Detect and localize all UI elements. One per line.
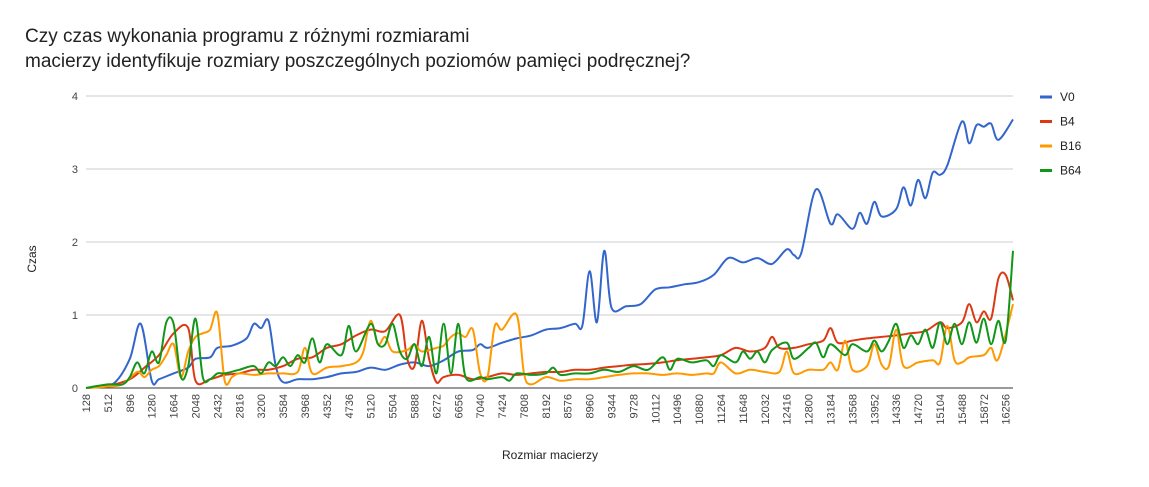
- x-tick-label: 3200: [256, 394, 268, 418]
- x-tick-label: 6656: [453, 394, 465, 418]
- series-line-b4: [85, 271, 1014, 389]
- series-line-v0: [85, 118, 1014, 389]
- x-tick-label: 12800: [804, 394, 816, 425]
- x-tick-label: 7424: [497, 394, 509, 418]
- x-tick-label: 13184: [826, 394, 838, 425]
- x-tick-label: 12416: [782, 394, 794, 425]
- x-tick-label: 15104: [935, 394, 947, 425]
- series-line-b64: [85, 250, 1014, 389]
- x-tick-label: 9344: [607, 394, 619, 418]
- x-tick-label: 896: [125, 394, 137, 412]
- x-tick-label: 4352: [322, 394, 334, 418]
- x-tick-label: 10112: [650, 394, 662, 424]
- x-tick-label: 1664: [169, 394, 181, 418]
- legend-label-b16: B16: [1060, 139, 1082, 153]
- x-tick-label: 1280: [147, 394, 159, 418]
- y-tick-label: 2: [72, 237, 78, 249]
- x-tick-label: 15488: [957, 394, 969, 425]
- gridlines: [86, 95, 1013, 389]
- x-tick-label: 14336: [891, 394, 903, 425]
- x-tick-label: 5888: [409, 394, 421, 418]
- x-axis-title: Rozmiar macierzy: [502, 448, 598, 462]
- x-tick-label: 2048: [190, 394, 202, 418]
- legend: V0 B4 B16 B64: [1040, 90, 1082, 178]
- x-tick-label: 7808: [519, 394, 531, 418]
- y-tick-label: 0: [72, 383, 78, 395]
- x-tick-label: 2432: [212, 394, 224, 418]
- series-lines: [85, 118, 1014, 389]
- x-tick-label: 2816: [234, 394, 246, 418]
- x-tick-label: 11648: [738, 394, 750, 424]
- x-tick-label: 10496: [672, 394, 684, 425]
- x-tick-label: 10880: [694, 394, 706, 425]
- legend-label-b64: B64: [1060, 164, 1082, 178]
- legend-label-v0: V0: [1060, 90, 1075, 104]
- x-tick-label: 14720: [913, 394, 925, 425]
- x-tick-label: 3968: [300, 394, 312, 418]
- x-tick-label: 4736: [344, 394, 356, 418]
- x-tick-label: 11264: [716, 394, 728, 424]
- x-tick-label: 16256: [1001, 394, 1013, 425]
- y-axis-ticks: 0 1 2 3 4: [72, 91, 78, 395]
- y-axis-title: Czas: [25, 245, 39, 272]
- x-tick-label: 13568: [847, 394, 859, 425]
- x-tick-label: 6272: [431, 394, 443, 418]
- x-tick-label: 12032: [760, 394, 772, 425]
- chart-title: Czy czas wykonania programu z różnymi ro…: [25, 26, 691, 72]
- x-tick-label: 128: [81, 394, 93, 412]
- x-tick-label: 9728: [628, 394, 640, 418]
- y-tick-label: 1: [72, 310, 78, 322]
- x-tick-label: 8192: [541, 394, 553, 418]
- x-tick-label: 8576: [563, 394, 575, 418]
- x-tick-label: 5120: [366, 394, 378, 418]
- x-tick-label: 5504: [388, 394, 400, 418]
- y-tick-label: 4: [72, 91, 78, 103]
- x-tick-label: 15872: [979, 394, 991, 425]
- x-tick-label: 13952: [869, 394, 881, 425]
- x-tick-label: 8960: [585, 394, 597, 418]
- x-tick-label: 7040: [475, 394, 487, 418]
- x-axis-ticks: 128 512 896 1280 1664 2048 2432 2816 3200 3584 396…: [81, 394, 1013, 425]
- legend-label-b4: B4: [1060, 115, 1075, 129]
- y-tick-label: 3: [72, 164, 78, 176]
- x-tick-label: 3584: [278, 394, 290, 418]
- x-tick-label: 512: [103, 394, 115, 412]
- series-line-b16: [85, 303, 1014, 389]
